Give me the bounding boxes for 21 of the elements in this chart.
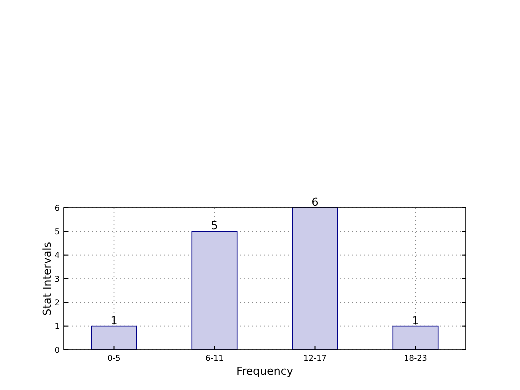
y-tick-label: 3 <box>54 274 60 284</box>
y-tick-label: 5 <box>54 227 60 236</box>
bar <box>91 326 138 350</box>
x-tick-label: 0-5 <box>108 354 121 363</box>
x-tick-label: 18-23 <box>404 354 428 363</box>
bar <box>192 231 238 350</box>
x-tick-label: 12-17 <box>304 354 327 363</box>
y-tick-label: 2 <box>54 298 60 308</box>
y-tick-label: 4 <box>54 251 60 260</box>
bar <box>392 326 439 350</box>
x-axis-title: Frequency <box>236 365 294 378</box>
y-tick-label: 1 <box>54 322 60 332</box>
data-label: 6 <box>312 196 319 209</box>
y-tick-label: 6 <box>54 204 60 213</box>
y-axis-title: Stat Intervals <box>41 242 54 316</box>
bar <box>292 208 338 350</box>
data-label: 1 <box>110 314 118 328</box>
data-label: 5 <box>211 220 218 233</box>
data-label: 1 <box>412 314 420 328</box>
x-tick-label: 6-11 <box>206 354 224 363</box>
y-tick-label: 0 <box>54 346 60 355</box>
